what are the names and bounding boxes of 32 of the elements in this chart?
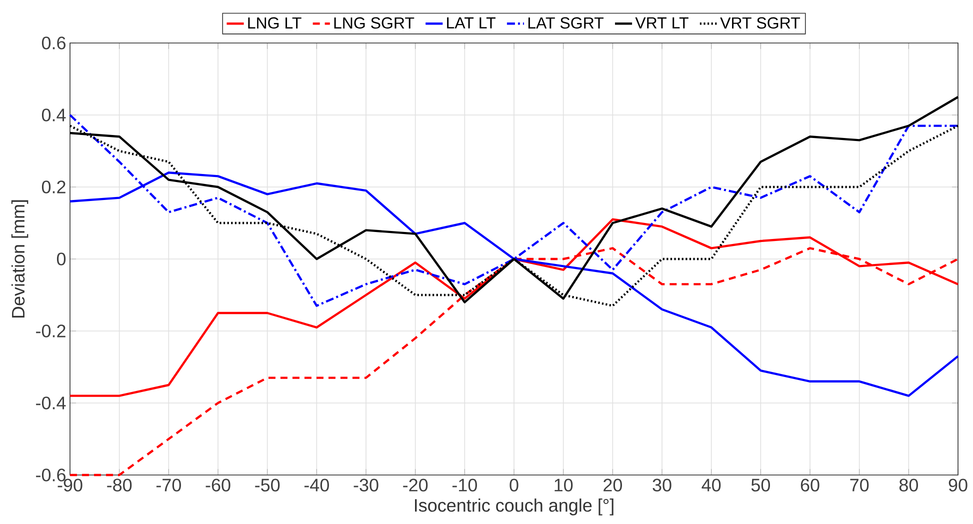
x-tick-label: 60 <box>800 478 820 492</box>
legend-label: LAT LT <box>447 17 496 28</box>
x-tick-label: 30 <box>652 478 672 492</box>
legend-label: VRT LT <box>635 17 688 28</box>
x-tick-label: 0 <box>510 478 518 492</box>
legend-label: LNG SGRT <box>334 17 414 29</box>
y-tick-label: 0.6 <box>42 36 66 50</box>
x-tick-label: 80 <box>899 478 918 492</box>
x-tick-label: 50 <box>751 478 770 492</box>
x-tick-label: -20 <box>403 478 428 492</box>
x-tick-label: -80 <box>107 478 132 492</box>
legend-label: LNG LT <box>248 17 302 29</box>
legend-label: VRT SGRT <box>720 17 800 29</box>
x-tick-label: -30 <box>354 478 378 492</box>
x-tick-label: 90 <box>948 478 968 492</box>
y-axis-title: Deviation [mm] <box>11 200 28 318</box>
y-tick-label: 0.2 <box>42 180 66 194</box>
x-tick-label: 10 <box>554 478 573 492</box>
x-tick-label: -70 <box>156 478 181 492</box>
x-tick-label: 20 <box>604 478 622 492</box>
y-tick-label: 0 <box>56 252 66 266</box>
x-tick-label: -10 <box>452 478 477 492</box>
x-tick-label: 40 <box>702 478 721 492</box>
x-tick-label: 70 <box>850 478 869 492</box>
y-tick-label: -0.4 <box>36 396 66 410</box>
x-tick-label: -50 <box>255 478 280 492</box>
x-axis-title: Isocentric couch angle [°] <box>415 498 614 516</box>
x-tick-label: -60 <box>206 478 230 492</box>
legend-label: LAT SGRT <box>528 17 604 29</box>
y-tick-label: -0.2 <box>36 324 66 338</box>
y-tick-label: 0.4 <box>42 108 66 122</box>
x-tick-label: -40 <box>304 478 329 492</box>
